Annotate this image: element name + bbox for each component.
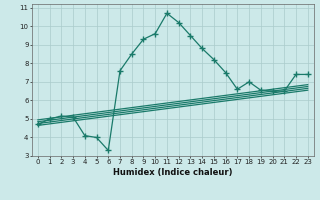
X-axis label: Humidex (Indice chaleur): Humidex (Indice chaleur) xyxy=(113,168,233,177)
